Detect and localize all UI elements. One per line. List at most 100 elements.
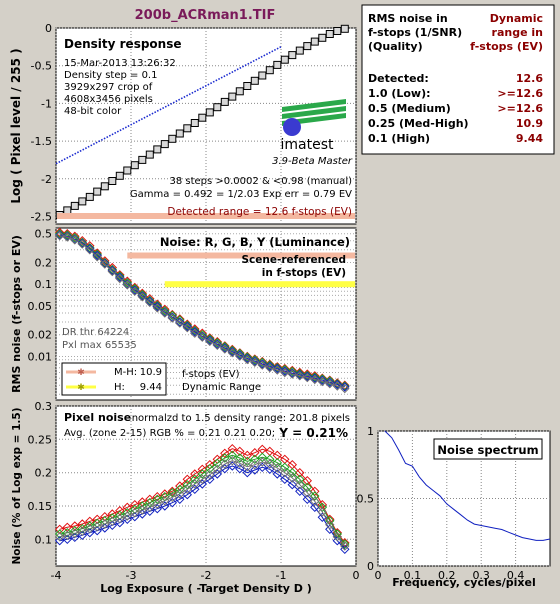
- pixel-noise-point-g: [85, 521, 95, 531]
- pixel-noise-point-r: [242, 450, 253, 461]
- noise-point-g: [62, 230, 73, 240]
- x-tick-label: 0.4: [507, 569, 525, 582]
- legend-caption: f-stops (EV): [182, 369, 240, 380]
- pixel-noise-point-r: [182, 474, 193, 485]
- pixel-noise-point-y: [242, 461, 253, 472]
- pixel-noise-point-y: [257, 457, 268, 467]
- noise-point-y: [122, 280, 133, 290]
- noise-point-g: [167, 310, 178, 321]
- y-tick-label: 0.1: [35, 278, 53, 291]
- noise-point-g: [205, 334, 215, 344]
- noise-point-y: [250, 357, 260, 368]
- density-step-marker: [168, 134, 177, 143]
- pixel-noise-point-y: [145, 502, 155, 513]
- spectrum-line: [384, 430, 551, 541]
- noise-point-b: [227, 346, 238, 357]
- pixel-noise-point-b: [280, 474, 290, 485]
- pixel-noise-point-y: [190, 479, 200, 489]
- pixel-noise-point-y: [167, 492, 178, 503]
- pixel-noise-point-y: [340, 541, 350, 551]
- noise-point-y: [107, 266, 118, 277]
- table-row-value: >=12.6: [497, 102, 543, 115]
- noise-point-g: [295, 368, 305, 379]
- pixel-noise-point-b: [205, 474, 215, 485]
- pixel-noise-point-b: [130, 511, 140, 522]
- density-ylabel: Log ( Pixel level / 255 ): [9, 48, 23, 203]
- noise-point-b: [265, 361, 275, 372]
- dynamic-range-legend: ✱ M-H: 10.9 ✱ H: 9.44: [61, 362, 167, 396]
- density-step-marker: [333, 27, 342, 35]
- density-response-chart: 0 -0.5 -1 -1.5 -2 -2.5 Log ( Pixel level / 25…: [9, 22, 357, 225]
- pixel-noise-point-b: [325, 524, 335, 535]
- density-step-marker: [265, 66, 274, 75]
- x-tick-label: 0.3: [472, 569, 490, 582]
- noise-point-y: [310, 374, 320, 385]
- y-tick-label: 0.2: [35, 467, 53, 480]
- density-step-marker: [250, 76, 259, 85]
- pixel-noise-point-b: [77, 530, 88, 541]
- pixel-noise-point-y: [160, 495, 170, 506]
- pixel-noise-point-b: [227, 461, 238, 471]
- pixel-noise-point-r: [295, 467, 305, 478]
- pixel-noise-point-y: [182, 484, 193, 495]
- pixel-noise-series: [54, 443, 350, 555]
- pixel-noise-point-g: [235, 453, 245, 463]
- y-tick-label: 1: [367, 425, 374, 438]
- pixel-noise-grid: [55, 405, 357, 566]
- pixel-noise-point-g: [205, 463, 215, 474]
- pixel-noise-point-y: [220, 459, 230, 469]
- noise-point-b: [212, 339, 223, 349]
- logo-wordmark: imatest: [281, 137, 335, 153]
- density-step-marker: [318, 33, 327, 42]
- density-step-marker: [183, 124, 192, 133]
- pixel-noise-point-g: [70, 525, 80, 536]
- pixel-noise-ylabel: Noise (% of Log exp = 1.5): [11, 407, 23, 564]
- legend-label-h: H:: [114, 382, 125, 393]
- table-row-label: 0.5 (Medium): [368, 102, 451, 115]
- table-head-right: Dynamic: [490, 12, 543, 25]
- density-stats-line: Gamma = 0.492 = 1/2.03 Exp err = 0.79 EV: [130, 189, 352, 200]
- pixel-noise-point-y: [175, 489, 185, 499]
- noise-point-r: [62, 228, 73, 239]
- density-step-marker: [160, 140, 169, 149]
- pixel-noise-point-g: [287, 467, 298, 478]
- noise-point-y: [182, 322, 193, 333]
- dr-threshold-text: DR thr 64224: [62, 327, 129, 338]
- spectrum-title-box: [433, 438, 543, 460]
- noise-point-b: [302, 371, 313, 382]
- pixel-noise-point-r: [190, 469, 200, 479]
- noise-point-r: [227, 344, 238, 355]
- spectrum-title: Noise spectrum: [437, 443, 538, 457]
- noise-fstops-chart: 0.5 0.2 0.1 0.05 0.02 0.01 RMS noise (f-stops…: [10, 227, 357, 401]
- pixel-noise-point-y: [62, 530, 73, 541]
- pixel-noise-point-b: [100, 523, 110, 533]
- noise-point-y: [77, 239, 88, 249]
- y-tick-label: 0: [367, 560, 374, 573]
- pixel-noise-point-g: [212, 458, 223, 469]
- pixel-noise-point-b: [115, 517, 125, 528]
- threshold-bands: [127, 252, 356, 288]
- noise-point-g: [70, 232, 80, 243]
- pixel-noise-point-b: [302, 494, 313, 505]
- noise-point-y: [302, 372, 313, 383]
- noise-point-g: [197, 329, 208, 340]
- density-step-marker: [280, 55, 289, 64]
- pixel-noise-point-g: [302, 482, 313, 493]
- pixel-noise-point-y: [265, 459, 275, 469]
- pixel-noise-point-g: [152, 494, 163, 505]
- table-row-label: 0.25 (Med-High): [368, 117, 469, 130]
- y-tick-label: 0.25: [28, 433, 53, 446]
- legend-value-mh: 10.9: [140, 367, 162, 378]
- scene-referenced-label: Scene-referenced: [242, 254, 347, 266]
- noise-point-y: [332, 381, 343, 391]
- pixel-noise-point-g: [62, 527, 73, 538]
- pixel-noise-point-b: [92, 525, 102, 536]
- table-head-right: range in: [492, 26, 543, 39]
- density-step-marker: [138, 155, 147, 164]
- density-step-marker: [175, 129, 184, 138]
- pixel-noise-point-y: [295, 479, 305, 490]
- noise-point-g: [182, 320, 193, 331]
- noise-point-y: [92, 252, 102, 262]
- table-head-left: (Quality): [368, 40, 423, 53]
- threshold-band-m-h: [127, 252, 356, 259]
